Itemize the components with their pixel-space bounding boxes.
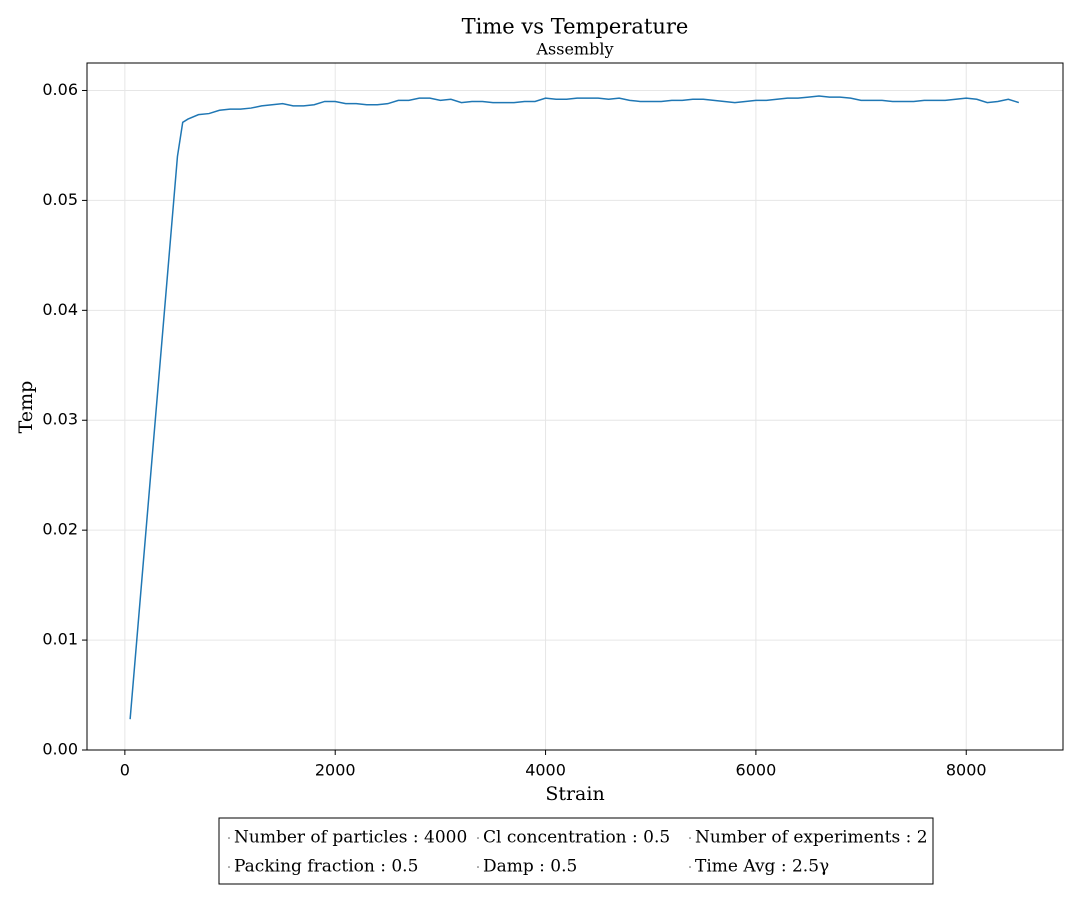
legend-label: Damp : 0.5 xyxy=(483,857,577,877)
legend-label: Time Avg : 2.5γ xyxy=(695,857,829,877)
x-tick-label: 0 xyxy=(120,761,130,780)
y-tick-label: 0.00 xyxy=(42,740,78,759)
legend-label: Number of experiments : 2 xyxy=(695,828,928,848)
legend-label: Cl concentration : 0.5 xyxy=(483,828,670,848)
legend-label: Packing fraction : 0.5 xyxy=(234,857,418,877)
y-tick-label: 0.04 xyxy=(42,300,78,319)
y-axis-label: Temp xyxy=(15,381,37,434)
x-axis-label: Strain xyxy=(545,783,604,805)
legend-marker xyxy=(689,837,691,839)
y-tick-label: 0.06 xyxy=(42,80,78,99)
y-tick-label: 0.05 xyxy=(42,190,78,209)
plot-frame xyxy=(86,62,1064,751)
y-tick-label: 0.03 xyxy=(42,410,78,429)
x-tick-label: 2000 xyxy=(315,761,356,780)
legend-label: Number of particles : 4000 xyxy=(234,828,467,848)
legend-marker xyxy=(228,866,230,868)
legend-marker xyxy=(477,866,479,868)
x-tick-label: 4000 xyxy=(525,761,566,780)
legend-marker xyxy=(228,837,230,839)
y-tick-label: 0.01 xyxy=(42,630,78,649)
chart-title: Time vs Temperature xyxy=(462,15,689,39)
y-tick-label: 0.02 xyxy=(42,520,78,539)
data-line xyxy=(129,95,1020,720)
legend-marker xyxy=(477,837,479,839)
legend-marker xyxy=(689,866,691,868)
x-tick-label: 8000 xyxy=(946,761,987,780)
chart-subtitle: Assembly xyxy=(535,40,613,59)
x-tick-label: 6000 xyxy=(736,761,777,780)
legend-box xyxy=(218,817,934,885)
